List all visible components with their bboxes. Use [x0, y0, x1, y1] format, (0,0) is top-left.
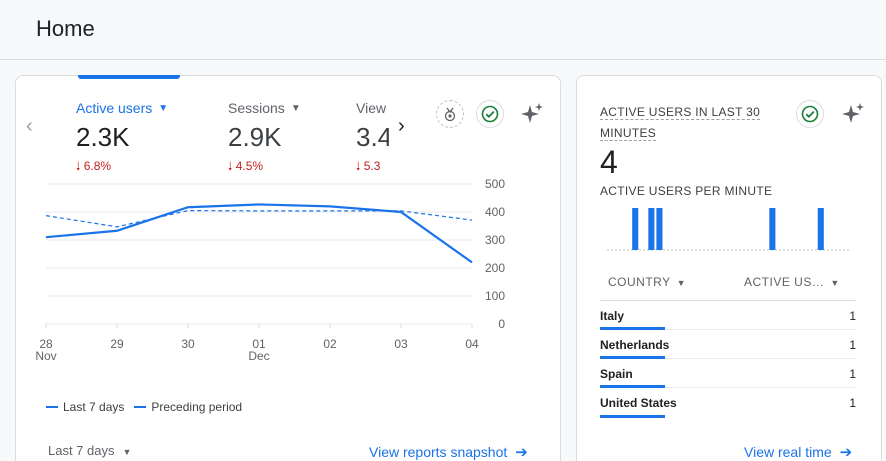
sparkle-icon[interactable]: [839, 100, 867, 128]
arrow-right-icon: ➔: [839, 444, 853, 461]
metric-views-clip: View 3.4 🠓 5.3: [356, 100, 389, 180]
arrow-down-icon: 🠓: [356, 159, 361, 173]
date-range-selector[interactable]: Last 7 days ▼: [48, 443, 132, 458]
series-line-last-7-days: [45, 203, 473, 264]
country-name: United States: [600, 396, 677, 410]
top-bar: Home: [0, 0, 886, 60]
x-tick-label: 02: [323, 337, 337, 351]
caret-down-icon: ▼: [830, 278, 840, 288]
legend-label: Last 7 days: [63, 400, 125, 414]
x-tick-label: 01: [252, 337, 266, 351]
country-users: 1: [849, 338, 856, 352]
share-bar: [600, 356, 665, 359]
y-tick-label: 400: [485, 205, 505, 219]
realtime-card: ACTIVE USERS IN LAST 30 MINUTES 4 ACTIVE…: [576, 75, 882, 461]
metric-change: 🠓 6.8%: [76, 159, 112, 173]
metric-label: Sessions: [228, 100, 285, 116]
country-name: Italy: [600, 309, 625, 323]
metric-value: 2.3K: [76, 122, 130, 152]
chart-legend: Last 7 days Preceding period: [46, 400, 242, 414]
metric-value: 2.9K: [228, 122, 282, 152]
realtime-title: ACTIVE USERS IN LAST 30 MINUTES: [600, 105, 761, 141]
legend-swatch-dashed: [134, 406, 147, 408]
sparkle-icon[interactable]: [518, 100, 546, 128]
arrow-down-icon: 🠓: [228, 159, 233, 173]
table-row[interactable]: Italy 1: [600, 301, 856, 330]
metric-value: 3.4: [356, 122, 389, 152]
caret-down-icon: ▼: [676, 278, 687, 288]
metric-label: Active users: [76, 100, 153, 116]
x-tick-label: 30: [181, 337, 195, 351]
minute-bar: [817, 208, 824, 250]
x-tick-label: 04: [465, 337, 479, 351]
share-bar: [600, 327, 665, 330]
minute-bar: [632, 208, 639, 250]
x-tick-label: 28: [39, 337, 53, 351]
arrow-right-icon: ➔: [515, 444, 528, 461]
metric-active-users[interactable]: Active users ▼ 2.3K 🠓 6.8%: [76, 100, 168, 178]
share-bar: [600, 385, 665, 388]
x-tick-label: 03: [394, 337, 408, 351]
series-line-preceding-period: [45, 209, 473, 228]
country-users: 1: [849, 396, 856, 410]
check-circle-icon[interactable]: [796, 100, 824, 128]
country-table: Italy 1 Netherlands 1 Spain 1 United Sta…: [600, 300, 856, 418]
check-circle-icon[interactable]: [476, 100, 504, 128]
active-users-column-header[interactable]: ACTIVE US… ▼: [744, 275, 840, 289]
y-tick-label: 300: [485, 233, 505, 247]
metric-views[interactable]: View 3.4 🠓 5.3: [356, 100, 389, 178]
medal-icon[interactable]: [436, 100, 464, 128]
selected-tab-indicator: [78, 75, 180, 79]
table-row[interactable]: United States 1: [600, 388, 856, 418]
minute-bar: [656, 208, 663, 250]
view-real-time-link[interactable]: View real time ➔: [744, 444, 853, 461]
caret-down-icon[interactable]: ▼: [158, 102, 169, 114]
x-tick-sublabel: Nov: [35, 349, 56, 363]
metric-change: 🠓 5.3: [356, 159, 381, 173]
per-minute-label: ACTIVE USERS PER MINUTE: [600, 184, 773, 198]
country-users: 1: [849, 309, 856, 323]
page-title: Home: [36, 16, 95, 41]
table-row[interactable]: Spain 1: [600, 359, 856, 388]
caret-down-icon: ▼: [122, 447, 132, 457]
country-name: Spain: [600, 367, 633, 381]
y-tick-label: 100: [485, 289, 505, 303]
view-reports-snapshot-link[interactable]: View reports snapshot ➔: [369, 444, 528, 461]
y-tick-label: 500: [485, 177, 505, 191]
metric-change: 🠓 4.5%: [228, 159, 264, 173]
chevron-left-icon[interactable]: ‹: [26, 115, 33, 137]
country-users: 1: [849, 367, 856, 381]
chevron-right-icon[interactable]: ›: [398, 115, 405, 137]
overview-card: ‹ Active users ▼ 2.3K 🠓 6.8% Sessions ▼ …: [15, 75, 561, 461]
legend-swatch-solid: [46, 406, 58, 408]
y-tick-label: 200: [485, 261, 505, 275]
y-tick-label: 0: [498, 317, 505, 331]
arrow-down-icon: 🠓: [76, 159, 81, 173]
minute-bar: [648, 208, 655, 250]
metric-label: View: [356, 100, 387, 116]
realtime-active-users-value: 4: [600, 144, 618, 180]
country-name: Netherlands: [600, 338, 670, 352]
legend-label: Preceding period: [151, 400, 243, 414]
caret-down-icon[interactable]: ▼: [290, 102, 301, 114]
metric-sessions[interactable]: Sessions ▼ 2.9K 🠓 4.5%: [228, 100, 301, 178]
minute-bar: [769, 208, 776, 250]
table-row[interactable]: Netherlands 1: [600, 330, 856, 359]
country-column-header[interactable]: COUNTRY ▼: [608, 275, 687, 289]
x-tick-sublabel: Dec: [248, 349, 269, 363]
per-minute-bar-chart: [607, 208, 849, 251]
share-bar: [600, 415, 665, 418]
x-tick-label: 29: [110, 337, 124, 351]
